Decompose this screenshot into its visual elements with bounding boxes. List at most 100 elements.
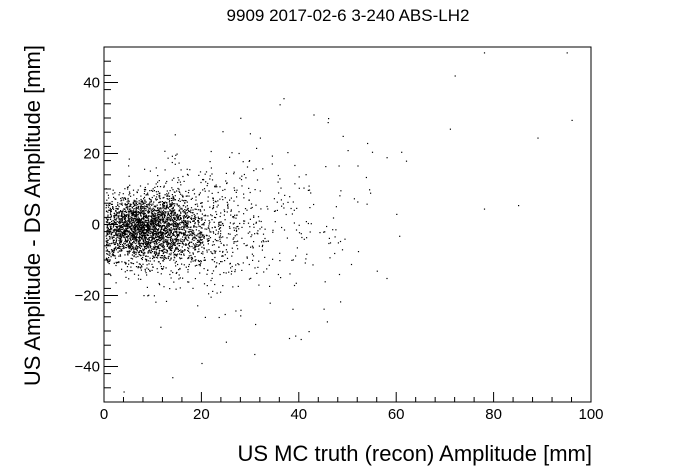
data-point <box>140 267 142 269</box>
data-point <box>132 202 134 204</box>
data-point <box>133 208 135 210</box>
data-point <box>123 247 125 249</box>
data-point <box>137 222 139 224</box>
data-point <box>123 391 125 393</box>
data-point <box>150 223 152 226</box>
data-point <box>194 249 196 251</box>
data-point <box>127 186 129 188</box>
data-point <box>164 241 166 243</box>
data-point <box>192 243 194 245</box>
data-point <box>129 233 131 235</box>
data-point <box>188 281 190 283</box>
data-point <box>248 199 250 201</box>
data-point <box>154 233 156 235</box>
data-point <box>160 244 162 247</box>
data-point <box>171 211 174 213</box>
data-point <box>128 215 130 217</box>
data-point <box>142 239 144 242</box>
data-point <box>194 236 196 238</box>
data-point <box>276 201 278 203</box>
data-point <box>132 215 134 217</box>
data-point <box>146 274 148 276</box>
data-point <box>220 224 222 226</box>
data-point <box>212 197 214 199</box>
data-point <box>146 222 149 224</box>
data-point <box>125 210 127 212</box>
data-point <box>186 201 188 203</box>
data-point <box>158 244 160 246</box>
data-point <box>118 245 120 247</box>
data-point <box>197 305 199 307</box>
data-point <box>114 198 116 200</box>
data-point <box>292 201 294 203</box>
data-point <box>151 196 153 199</box>
data-point <box>183 250 185 252</box>
data-point <box>166 231 168 233</box>
data-point <box>218 263 220 265</box>
data-point <box>108 235 110 238</box>
data-point <box>158 242 160 244</box>
data-point <box>219 250 221 252</box>
data-point <box>170 242 173 244</box>
data-point <box>190 226 192 228</box>
data-point <box>192 220 194 222</box>
data-point <box>130 239 132 242</box>
data-point <box>137 231 140 233</box>
data-point <box>181 208 183 210</box>
data-point <box>263 241 265 243</box>
data-point <box>200 181 202 184</box>
data-point <box>140 200 142 202</box>
data-point <box>193 239 195 241</box>
data-point <box>106 249 109 251</box>
data-point <box>130 262 132 264</box>
data-point <box>153 237 155 239</box>
data-point <box>248 187 250 189</box>
data-point <box>176 203 178 205</box>
data-point <box>154 229 156 231</box>
data-point <box>350 263 353 266</box>
data-point <box>160 213 163 215</box>
data-point <box>115 264 117 267</box>
data-point <box>107 220 109 222</box>
data-point <box>304 262 306 264</box>
data-point <box>249 133 251 135</box>
data-point <box>199 238 201 241</box>
data-point <box>162 236 164 238</box>
data-point <box>145 247 147 249</box>
data-point <box>131 270 133 272</box>
data-point <box>121 199 123 201</box>
data-point <box>172 243 174 245</box>
data-point <box>151 269 153 271</box>
data-point <box>122 244 124 246</box>
data-point <box>158 213 160 216</box>
data-point <box>119 254 121 256</box>
data-point <box>151 224 153 226</box>
data-point <box>295 335 297 337</box>
data-point <box>178 250 181 252</box>
data-point <box>177 219 179 221</box>
data-point <box>170 245 172 248</box>
data-point <box>201 246 203 248</box>
data-point <box>204 259 206 261</box>
data-point <box>209 161 211 163</box>
data-point <box>151 237 153 239</box>
data-point <box>130 205 132 207</box>
data-point <box>215 233 217 235</box>
data-point <box>241 226 243 228</box>
data-point <box>146 220 148 222</box>
data-point <box>272 258 274 260</box>
data-point <box>188 243 190 245</box>
data-point <box>145 216 148 218</box>
data-point <box>256 272 258 274</box>
data-point <box>124 203 126 205</box>
data-point <box>111 220 113 222</box>
data-point <box>143 242 145 244</box>
data-point <box>175 225 177 227</box>
data-point <box>158 202 160 204</box>
data-point <box>217 200 219 202</box>
data-point <box>173 217 175 219</box>
data-point <box>137 229 139 231</box>
data-point <box>261 245 263 248</box>
data-point <box>218 236 220 238</box>
data-point <box>171 201 173 204</box>
